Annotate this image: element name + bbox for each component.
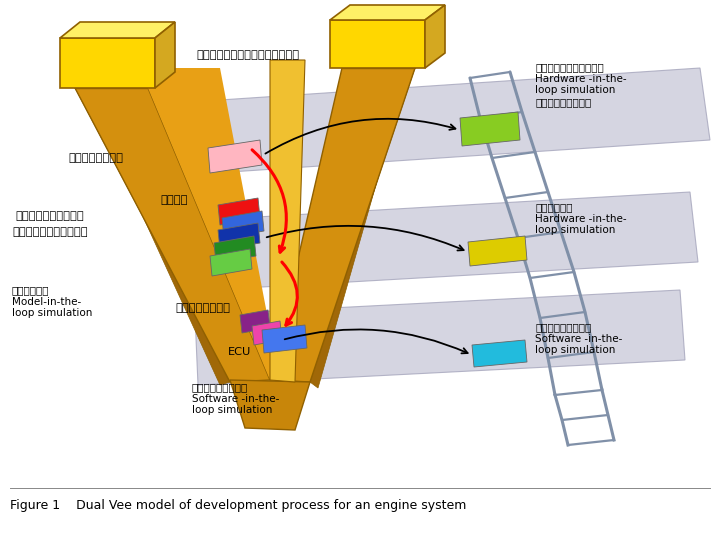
Polygon shape (220, 68, 710, 172)
Polygon shape (195, 290, 685, 385)
Polygon shape (222, 211, 264, 238)
Polygon shape (252, 321, 282, 345)
Polygon shape (75, 68, 148, 88)
Polygon shape (310, 48, 415, 388)
Polygon shape (342, 48, 415, 68)
Polygon shape (214, 236, 256, 263)
Polygon shape (330, 20, 425, 68)
Polygon shape (240, 310, 270, 333)
Text: エンジン: エンジン (160, 195, 187, 205)
Polygon shape (460, 112, 520, 146)
Polygon shape (472, 340, 527, 367)
Polygon shape (270, 60, 305, 382)
Text: エンジン制御システム: エンジン制御システム (15, 211, 84, 221)
Text: 熱マネジメントシステム: 熱マネジメントシステム (12, 227, 88, 237)
Polygon shape (262, 325, 307, 353)
Text: ソフトウェア検証：
Software -in-the-
loop simulation: ソフトウェア検証： Software -in-the- loop simulat… (535, 322, 622, 355)
Text: エンジンシステム検証：
Hardware -in-the-
loop simulation
（エンジンベンチ）: エンジンシステム検証： Hardware -in-the- loop simul… (535, 62, 626, 107)
Polygon shape (425, 5, 445, 68)
Text: 制御系設計：
Model-in-the-
loop simulation: 制御系設計： Model-in-the- loop simulation (12, 285, 92, 318)
Polygon shape (205, 192, 698, 290)
Polygon shape (218, 198, 260, 225)
Polygon shape (210, 249, 252, 276)
Polygon shape (75, 68, 230, 385)
Polygon shape (75, 88, 270, 382)
Polygon shape (60, 38, 155, 88)
Text: エンジンシステム: エンジンシステム (68, 153, 123, 163)
Polygon shape (230, 380, 310, 430)
Polygon shape (330, 5, 445, 20)
Polygon shape (155, 22, 175, 88)
Polygon shape (468, 236, 527, 266)
Polygon shape (208, 140, 262, 173)
Polygon shape (270, 68, 415, 382)
Polygon shape (60, 22, 175, 38)
Text: ソフトウェア設計：
Software -in-the-
loop simulation: ソフトウェア設計： Software -in-the- loop simulat… (192, 382, 279, 415)
Polygon shape (218, 223, 260, 250)
Polygon shape (148, 68, 280, 382)
Text: ECU: ECU (228, 347, 251, 357)
Text: エンジンシステムアーキテクチャ: エンジンシステムアーキテクチャ (197, 50, 300, 60)
Text: Figure 1    Dual Vee model of development process for an engine system: Figure 1 Dual Vee model of development p… (10, 500, 467, 512)
Text: 制御系検証：
Hardware -in-the-
loop simulation: 制御系検証： Hardware -in-the- loop simulation (535, 202, 626, 235)
Text: 制御ソフトウェア: 制御ソフトウェア (175, 303, 230, 313)
